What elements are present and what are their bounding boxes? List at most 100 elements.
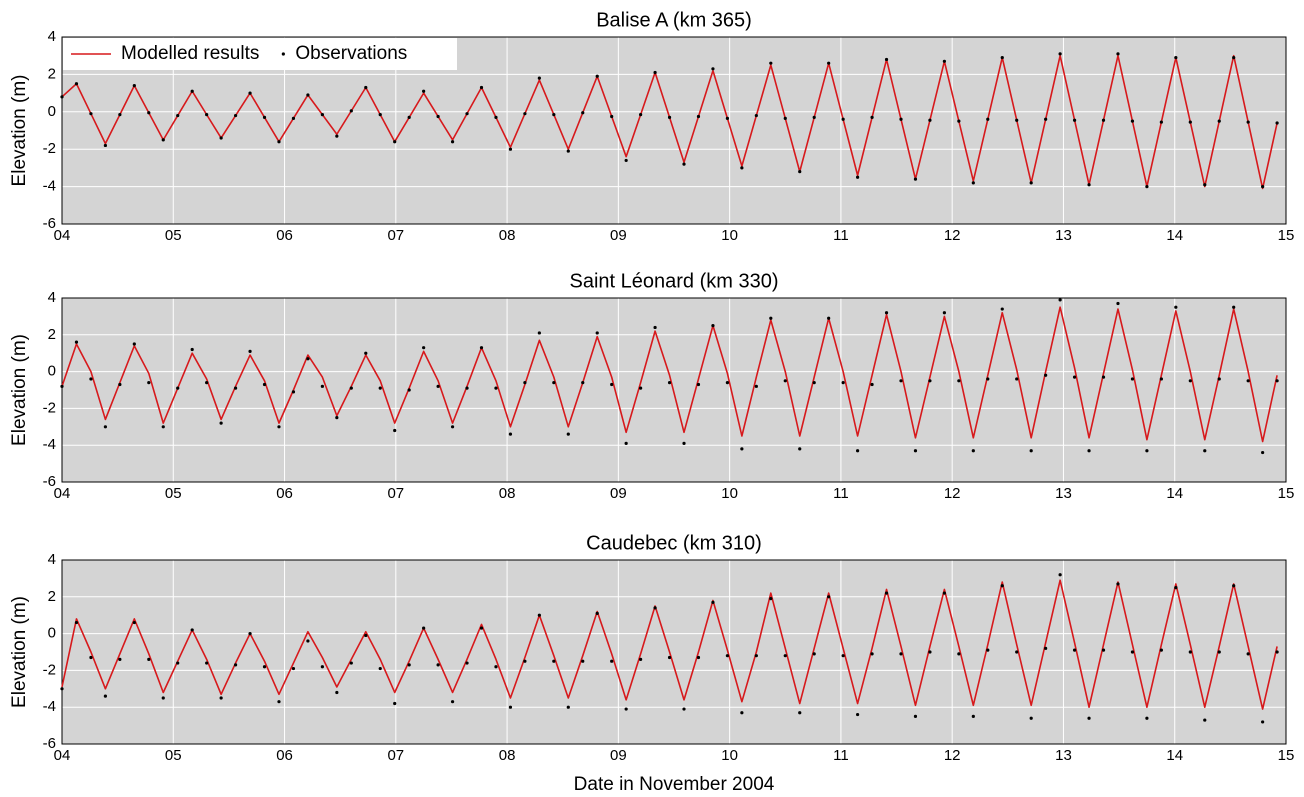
legend-box [63, 38, 457, 70]
observation-point [1217, 119, 1221, 123]
x-tick-label: 05 [165, 227, 182, 244]
observation-point [1058, 573, 1062, 577]
model-line [61, 579, 1278, 710]
observation-point [841, 654, 845, 658]
y-tick-label: 0 [48, 363, 56, 380]
observation-point [407, 663, 411, 667]
x-tick-label: 04 [54, 227, 71, 244]
observation-point [725, 654, 730, 658]
x-tick-label: 08 [499, 227, 516, 244]
observation-point [508, 432, 513, 436]
legend-label: Modelled results [121, 43, 259, 64]
observation-point [262, 115, 267, 120]
observation-point [508, 147, 513, 151]
observation-point [335, 690, 339, 695]
observation-point [870, 652, 874, 656]
observation-point [132, 620, 136, 625]
observation-point [1203, 449, 1207, 453]
x-tick-label: 05 [165, 747, 182, 764]
y-tick-label: -4 [43, 178, 56, 195]
observation-point [1087, 183, 1091, 187]
observation-point [971, 449, 975, 453]
observation-point [783, 654, 787, 658]
y-tick-label: 0 [48, 625, 56, 642]
observation-point [798, 447, 802, 451]
observation-point [884, 57, 889, 62]
x-tick-label: 14 [1166, 227, 1183, 244]
observation-point [841, 381, 845, 385]
observation-point [682, 162, 686, 166]
observation-point [1029, 716, 1033, 720]
observation-point [378, 386, 382, 390]
observation-point [711, 67, 715, 71]
observation-point [349, 386, 353, 390]
observation-point [422, 626, 426, 630]
observation-point [1159, 377, 1163, 381]
y-tick-label: 2 [48, 65, 56, 82]
observation-point [1015, 650, 1019, 654]
observation-point [754, 113, 758, 118]
observation-point [508, 705, 513, 709]
observation-point [1145, 449, 1149, 453]
model-line [61, 306, 1278, 443]
observation-point [118, 382, 122, 387]
panel-title: Saint Léonard (km 330) [569, 270, 778, 292]
observation-point [74, 340, 79, 344]
observation-point [610, 382, 614, 387]
observation-point [132, 342, 136, 346]
x-tick-label: 11 [833, 227, 849, 244]
observation-point [1116, 301, 1120, 306]
observation-point [1116, 52, 1120, 56]
observation-point [364, 633, 368, 638]
observation-point [407, 115, 411, 120]
legend-label: Observations [295, 43, 407, 64]
observation-point [667, 655, 672, 660]
observation-point [595, 74, 599, 78]
observation-point [986, 117, 990, 121]
observation-point [581, 111, 585, 115]
observation-point [942, 59, 946, 63]
observation-point [1130, 119, 1135, 123]
observation-point [233, 663, 238, 667]
observation-point [465, 112, 469, 116]
observation-point [1072, 118, 1077, 122]
x-tick-label: 06 [276, 747, 293, 764]
y-tick-label: -6 [43, 215, 56, 232]
observation-point [856, 175, 860, 179]
observation-point [335, 134, 339, 138]
observation-point [393, 701, 397, 706]
observation-point [667, 115, 672, 120]
observation-point [769, 316, 773, 320]
plot-frame [61, 297, 1287, 483]
observation-point [870, 115, 874, 120]
observation-point [856, 712, 860, 717]
observation-point [176, 386, 180, 390]
observation-point [552, 381, 556, 385]
observation-point [436, 384, 440, 388]
observation-point [913, 714, 918, 719]
observation-point [364, 351, 368, 355]
observation-point [262, 382, 267, 387]
observation-point [798, 711, 802, 715]
y-tick-label: -6 [43, 473, 56, 490]
observation-point [942, 311, 946, 315]
observation-point [393, 428, 397, 433]
observation-point [176, 661, 180, 665]
observation-point [479, 85, 484, 90]
x-tick-label: 04 [54, 485, 71, 502]
observation-point [957, 119, 961, 123]
observation-point [320, 665, 324, 669]
observation-point [754, 654, 758, 658]
observation-point [1101, 375, 1106, 379]
observation-point [450, 700, 455, 704]
observation-point [1203, 183, 1207, 187]
observation-point [233, 386, 238, 390]
observation-point [957, 652, 961, 656]
x-tick-label: 15 [1278, 747, 1295, 764]
observation-point [639, 113, 643, 117]
observation-point [624, 707, 628, 711]
observation-point [523, 112, 527, 116]
observation-point [667, 381, 672, 385]
observation-point [928, 379, 932, 383]
observation-point [1072, 375, 1077, 379]
